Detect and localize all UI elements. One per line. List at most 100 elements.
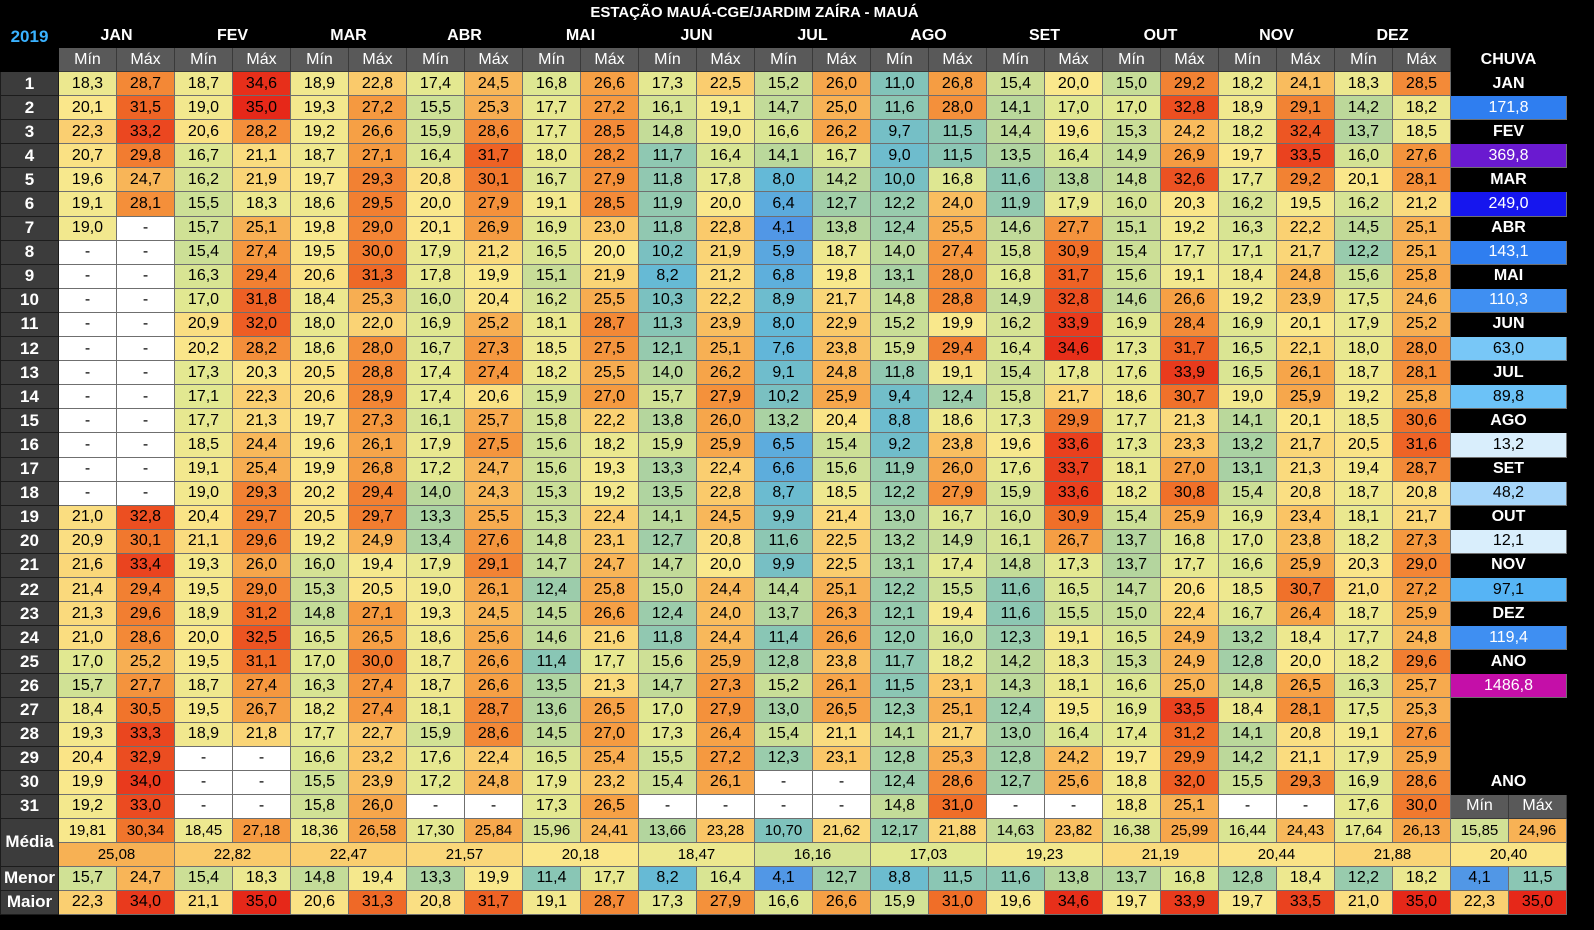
day-min-cell: 18,5 bbox=[1334, 408, 1393, 434]
day-max-cell: 19,2 bbox=[580, 480, 639, 506]
day-min-cell: 18,7 bbox=[1334, 601, 1393, 627]
rain-value: 119,4 bbox=[1450, 625, 1567, 651]
day-min-cell: 10,2 bbox=[754, 384, 813, 410]
day-max-cell: 30,1 bbox=[116, 528, 175, 554]
day-min-cell: 15,7 bbox=[174, 215, 233, 241]
day-min-cell: 15,7 bbox=[58, 673, 117, 699]
sub-header-max: Máx bbox=[116, 47, 175, 72]
day-min-cell: - bbox=[58, 336, 117, 362]
day-min-cell: 13,5 bbox=[986, 143, 1045, 169]
menor-cell: 11,6 bbox=[986, 865, 1045, 891]
day-max-cell: 26,6 bbox=[580, 601, 639, 627]
day-max-cell: 25,8 bbox=[580, 576, 639, 603]
day-min-cell: 19,7 bbox=[1218, 143, 1277, 169]
day-max-cell: 23,9 bbox=[348, 769, 407, 795]
day-min-cell: 18,1 bbox=[1102, 456, 1161, 482]
sub-header-min: Mín bbox=[1102, 47, 1161, 72]
rain-month-label: FEV bbox=[1450, 119, 1567, 145]
day-max-cell: 26,5 bbox=[1276, 673, 1335, 699]
day-min-cell: 13,4 bbox=[406, 528, 465, 554]
day-max-cell: 22,5 bbox=[812, 528, 871, 554]
day-max-cell: 29,6 bbox=[1392, 649, 1451, 675]
day-min-cell: 13,1 bbox=[1218, 456, 1277, 482]
day-max-cell: 19,2 bbox=[1160, 215, 1219, 241]
day-min-cell: 20,3 bbox=[1334, 552, 1393, 578]
media-month-cell: 22,47 bbox=[290, 841, 407, 867]
day-max-cell: 27,5 bbox=[464, 432, 523, 458]
day-max-cell: 17,7 bbox=[1160, 239, 1219, 265]
day-min-cell: 21,4 bbox=[58, 576, 117, 603]
day-max-cell: 20,8 bbox=[1276, 480, 1335, 506]
day-max-cell: 27,4 bbox=[232, 239, 291, 265]
day-label: 24 bbox=[0, 625, 59, 651]
day-min-cell: - bbox=[58, 311, 117, 338]
day-max-cell: 20,1 bbox=[1276, 311, 1335, 338]
day-min-cell: 20,0 bbox=[174, 625, 233, 651]
day-max-cell: 18,2 bbox=[928, 649, 987, 675]
day-min-cell: 19,1 bbox=[522, 191, 581, 217]
day-min-cell: 18,7 bbox=[406, 673, 465, 699]
day-min-cell: 15,1 bbox=[1102, 215, 1161, 241]
day-min-cell: 18,6 bbox=[1102, 384, 1161, 410]
day-max-cell: 19,5 bbox=[1276, 191, 1335, 217]
day-max-cell: 32,8 bbox=[1044, 287, 1103, 313]
day-max-cell: 26,5 bbox=[348, 625, 407, 651]
day-min-cell: 12,1 bbox=[870, 601, 929, 627]
rain-value: 143,1 bbox=[1450, 239, 1567, 265]
day-min-cell: 15,2 bbox=[754, 70, 813, 97]
day-label: 12 bbox=[0, 336, 59, 362]
day-min-cell: 21,6 bbox=[58, 552, 117, 578]
day-min-cell: 17,3 bbox=[1102, 432, 1161, 458]
day-min-cell: 11,8 bbox=[638, 167, 697, 193]
day-min-cell: 18,0 bbox=[290, 311, 349, 338]
day-min-cell: 12,8 bbox=[870, 745, 929, 771]
day-max-cell: 25,1 bbox=[1160, 793, 1219, 819]
day-min-cell: 12,3 bbox=[986, 625, 1045, 651]
day-min-cell: 15,6 bbox=[638, 649, 697, 675]
day-max-cell: 25,4 bbox=[232, 456, 291, 482]
day-min-cell: 14,6 bbox=[986, 215, 1045, 241]
day-min-cell: 20,5 bbox=[1334, 432, 1393, 458]
day-min-cell: 13,7 bbox=[754, 601, 813, 627]
day-min-cell: 12,7 bbox=[638, 528, 697, 554]
day-max-cell: 24,9 bbox=[1160, 625, 1219, 651]
day-max-cell: 20,0 bbox=[696, 552, 755, 578]
day-min-cell: - bbox=[406, 793, 465, 819]
day-min-cell: 20,8 bbox=[406, 167, 465, 193]
day-max-cell: 27,1 bbox=[348, 601, 407, 627]
day-max-cell: 26,1 bbox=[696, 769, 755, 795]
day-min-cell: 21,0 bbox=[58, 625, 117, 651]
day-max-cell: 28,5 bbox=[580, 191, 639, 217]
day-max-cell: 24,4 bbox=[232, 432, 291, 458]
day-max-cell: 13,8 bbox=[812, 215, 871, 241]
day-min-cell: 15,0 bbox=[1102, 70, 1161, 97]
day-max-cell: 29,7 bbox=[232, 504, 291, 530]
day-max-cell: 21,2 bbox=[1392, 191, 1451, 217]
maior-cell: 33,5 bbox=[1276, 889, 1335, 915]
day-min-cell: 11,6 bbox=[986, 167, 1045, 193]
day-min-cell: 4,1 bbox=[754, 215, 813, 241]
day-max-cell: 33,9 bbox=[1160, 360, 1219, 386]
day-min-cell: 15,3 bbox=[1102, 649, 1161, 675]
day-min-cell: 16,5 bbox=[1218, 336, 1277, 362]
day-min-cell: - bbox=[638, 793, 697, 819]
sub-header-min: Mín bbox=[870, 47, 929, 72]
day-min-cell: 19,6 bbox=[58, 167, 117, 193]
day-label: 26 bbox=[0, 673, 59, 699]
day-min-cell: 17,6 bbox=[1102, 360, 1161, 386]
day-max-cell: 28,6 bbox=[464, 721, 523, 747]
day-min-cell: - bbox=[174, 745, 233, 771]
day-max-cell: 34,6 bbox=[232, 70, 291, 97]
ano-header: ANO bbox=[1450, 769, 1567, 795]
day-label: 16 bbox=[0, 432, 59, 458]
day-max-cell: 27,4 bbox=[928, 239, 987, 265]
day-max-cell: 19,8 bbox=[812, 263, 871, 289]
day-max-cell: 21,3 bbox=[580, 673, 639, 699]
rain-month-label: NOV bbox=[1450, 552, 1567, 578]
day-min-cell: 19,3 bbox=[174, 552, 233, 578]
rain-value: 369,8 bbox=[1450, 143, 1567, 169]
day-max-cell: 23,3 bbox=[1160, 432, 1219, 458]
media-month-cell: 21,57 bbox=[406, 841, 523, 867]
day-min-cell: 13,0 bbox=[986, 721, 1045, 747]
day-max-cell: 27,9 bbox=[696, 384, 755, 410]
